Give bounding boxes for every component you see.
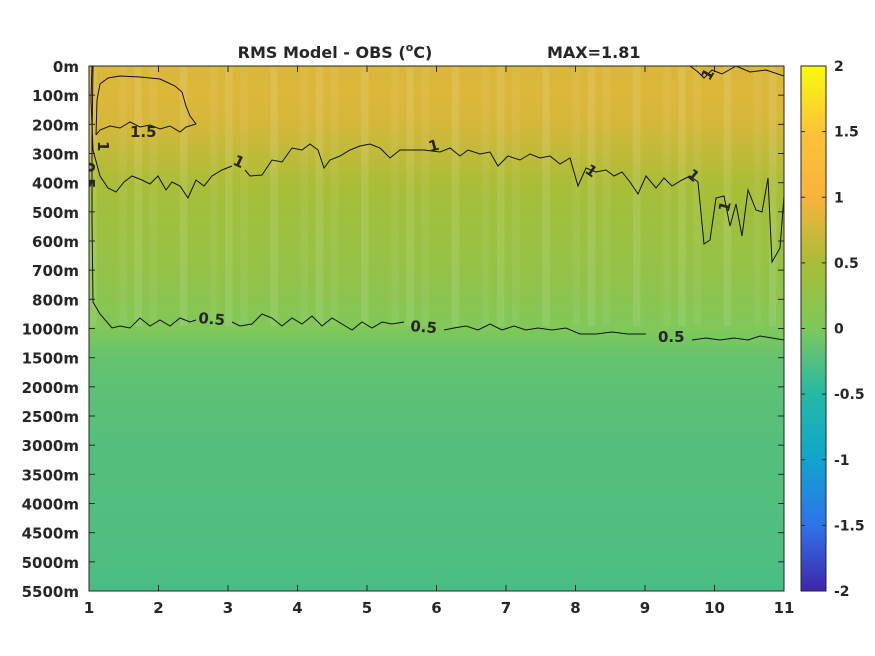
field-streak [632, 66, 641, 326]
field-streak [421, 66, 429, 326]
colorbar-tick-label: 1.5 [834, 125, 859, 141]
field-streak [542, 66, 550, 326]
plot-area: 1.5 1 1 1 1 1 1 1 0.5 0.5 0.5 0.5 [80, 66, 784, 591]
field-streak [270, 66, 278, 326]
field-streak [149, 66, 157, 326]
x-tick-label: 4 [292, 599, 302, 617]
x-tick-label: 2 [153, 599, 163, 617]
y-tick-label: 600m [32, 233, 79, 251]
field-streak [753, 66, 762, 326]
x-tick-label: 11 [774, 599, 795, 617]
field-streak [406, 66, 414, 326]
x-tick-label: 1 [84, 599, 94, 617]
field-streak [179, 66, 188, 326]
contour-label: 1 [426, 136, 441, 156]
y-tick-label: 1500m [22, 350, 79, 368]
contour-label: 1 [715, 199, 735, 214]
contour-1-main [244, 143, 784, 264]
field-streak [602, 66, 611, 326]
contour-label: 0.5 [198, 309, 226, 329]
x-tick-label: 6 [431, 599, 441, 617]
y-tick-label: 200m [32, 116, 79, 134]
colorbar-tick-label: 2 [834, 59, 844, 75]
y-tick-label: 3000m [22, 437, 79, 455]
field-streak [89, 66, 97, 326]
x-axis: 1 2 3 4 5 6 7 8 9 10 11 [84, 66, 795, 617]
field-streaks [89, 66, 777, 326]
field-streak [481, 66, 490, 326]
contour-0-5-right [443, 323, 646, 335]
contour-1-top-right [689, 66, 784, 79]
x-tick-label: 9 [640, 599, 650, 617]
y-tick-label: 5500m [22, 583, 79, 601]
field-streak [240, 66, 248, 326]
field-streak [315, 66, 324, 326]
y-tick-label: 3500m [22, 466, 79, 484]
colorbar [800, 65, 827, 592]
field-streak [496, 66, 505, 326]
field-streak [512, 66, 520, 326]
x-tick-label: 5 [362, 599, 372, 617]
y-axis: 0m100m200m300m400m500m600m700m800m1000m1… [22, 58, 784, 601]
contour-label: 0.5 [658, 328, 685, 346]
colorbar-tick-label: -1.5 [834, 518, 865, 534]
field-streak [134, 66, 142, 326]
field-streak [678, 66, 686, 326]
field-streak [572, 66, 581, 326]
y-tick-label: 2500m [22, 408, 79, 426]
field-streak [768, 66, 777, 326]
colorbar-axis: 2 1.5 1 0.5 0 -0.5 -1 -1.5 -2 [801, 59, 865, 600]
contour-0-5-main [231, 313, 405, 331]
colorbar-tick-label: -0.5 [834, 387, 865, 403]
field-streak [300, 66, 309, 326]
field-streak [391, 66, 399, 326]
x-tick-label: 7 [501, 599, 511, 617]
field-streak [119, 66, 127, 326]
max-value-label: MAX=1.81 [547, 43, 641, 62]
y-tick-label: 1000m [22, 321, 79, 339]
colorbar-tick-label: -2 [834, 584, 850, 600]
field-streak [693, 66, 701, 326]
y-tick-label: 5000m [22, 554, 79, 572]
y-tick-label: 4000m [22, 496, 79, 514]
field-streak [225, 66, 233, 326]
contour-label: 0.5 [80, 162, 98, 189]
heatmap-field [89, 66, 784, 591]
contour-label: 0.5 [410, 317, 438, 337]
y-tick-label: 700m [32, 262, 79, 280]
field-streak [723, 66, 732, 326]
y-tick-label: 800m [32, 291, 79, 309]
field-streak [209, 66, 218, 326]
contour-0-5-far-right [691, 335, 784, 341]
contour-label: 1 [94, 141, 112, 151]
contour-1-5 [95, 75, 197, 136]
colorbar-tick-label: 0 [834, 322, 844, 338]
field-streak [663, 66, 671, 326]
y-tick-label: 400m [32, 175, 79, 193]
field-streak [361, 66, 369, 326]
y-tick-label: 2000m [22, 379, 79, 397]
field-streak [587, 66, 596, 326]
chart-title: RMS Model - OBS (oC) [238, 41, 433, 62]
contour-0-5-left [91, 66, 197, 329]
y-tick-label: 0m [53, 58, 79, 76]
x-tick-label: 3 [223, 599, 233, 617]
contour-1-top-left [90, 66, 233, 200]
y-tick-label: 500m [32, 204, 79, 222]
field-streak [451, 66, 460, 326]
colorbar-tick-label: 1 [834, 190, 844, 206]
field-streak [330, 66, 339, 326]
y-tick-label: 4500m [22, 525, 79, 543]
colorbar-tick-label: -1 [834, 453, 850, 469]
y-tick-label: 100m [32, 87, 79, 105]
contour-label: 1.5 [130, 123, 157, 141]
colorbar-tick-label: 0.5 [834, 256, 859, 272]
x-tick-label: 8 [570, 599, 580, 617]
y-tick-label: 300m [32, 146, 79, 164]
x-tick-label: 10 [704, 599, 725, 617]
